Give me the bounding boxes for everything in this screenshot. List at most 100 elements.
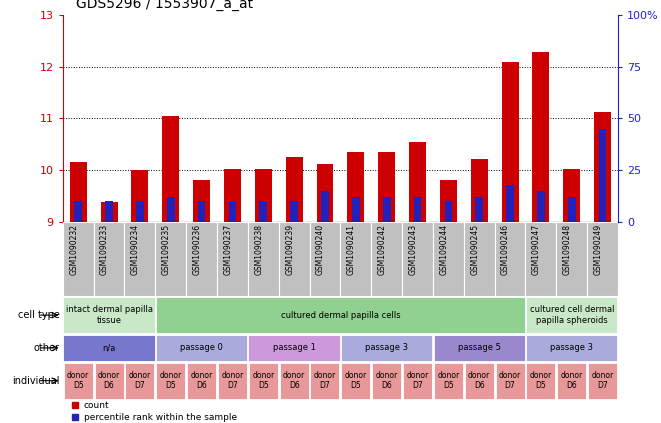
Bar	[70, 162, 87, 222]
Bar	[156, 335, 247, 361]
Bar	[155, 222, 186, 296]
Text: donor
D7: donor D7	[221, 371, 243, 390]
Text: donor
D6: donor D6	[468, 371, 490, 390]
Bar	[167, 197, 175, 222]
Text: donor
D6: donor D6	[98, 371, 120, 390]
Bar	[163, 116, 179, 222]
Bar	[494, 222, 525, 296]
Text: donor
D7: donor D7	[592, 371, 613, 390]
Bar	[217, 222, 248, 296]
Bar	[348, 152, 364, 222]
Text: GSM1090238: GSM1090238	[254, 224, 263, 275]
Bar	[229, 201, 237, 222]
Text: GSM1090241: GSM1090241	[347, 224, 356, 275]
Bar	[126, 363, 155, 398]
Bar	[403, 363, 432, 398]
Bar	[526, 363, 555, 398]
Bar	[100, 202, 118, 222]
Bar	[526, 297, 617, 333]
Bar	[156, 297, 525, 333]
Text: donor
D7: donor D7	[407, 371, 428, 390]
Text: donor
D5: donor D5	[67, 371, 89, 390]
Bar	[557, 363, 586, 398]
Text: donor
D6: donor D6	[375, 371, 398, 390]
Text: GDS5296 / 1553907_a_at: GDS5296 / 1553907_a_at	[76, 0, 253, 11]
Bar	[568, 197, 576, 222]
Text: passage 3: passage 3	[550, 343, 594, 352]
Text: GSM1090246: GSM1090246	[501, 224, 510, 275]
Text: GSM1090232: GSM1090232	[69, 224, 78, 275]
Bar	[496, 363, 525, 398]
Text: GSM1090234: GSM1090234	[131, 224, 140, 275]
Text: donor
D5: donor D5	[345, 371, 367, 390]
Bar	[594, 112, 611, 222]
Bar	[249, 363, 278, 398]
Bar	[372, 363, 401, 398]
Text: passage 1: passage 1	[273, 343, 315, 352]
Bar	[409, 142, 426, 222]
Text: donor
D5: donor D5	[160, 371, 182, 390]
Bar	[290, 201, 298, 222]
Text: GSM1090247: GSM1090247	[532, 224, 541, 275]
Bar	[105, 201, 113, 222]
Text: cultured dermal papilla cells: cultured dermal papilla cells	[281, 310, 400, 320]
Bar	[599, 129, 607, 222]
Bar	[434, 335, 525, 361]
Text: GSM1090240: GSM1090240	[316, 224, 325, 275]
Bar	[433, 222, 464, 296]
Bar	[526, 335, 617, 361]
Bar	[464, 222, 494, 296]
Bar	[74, 201, 82, 222]
Bar	[340, 222, 371, 296]
Bar	[525, 222, 557, 296]
Bar	[445, 201, 452, 222]
Bar	[63, 335, 155, 361]
Text: GSM1090233: GSM1090233	[100, 224, 109, 275]
Bar	[280, 363, 309, 398]
Text: donor
D6: donor D6	[561, 371, 583, 390]
Bar	[341, 363, 370, 398]
Text: donor
D7: donor D7	[129, 371, 151, 390]
Bar	[94, 222, 124, 296]
Text: GSM1090235: GSM1090235	[162, 224, 171, 275]
Bar	[156, 363, 185, 398]
Text: GSM1090243: GSM1090243	[408, 224, 418, 275]
Bar	[321, 191, 329, 222]
Text: individual: individual	[12, 376, 59, 386]
Text: GSM1090242: GSM1090242	[377, 224, 387, 275]
Text: GSM1090239: GSM1090239	[285, 224, 294, 275]
Bar	[434, 363, 463, 398]
Bar	[317, 164, 334, 222]
Text: cell type: cell type	[18, 310, 59, 320]
Text: passage 0: passage 0	[180, 343, 223, 352]
Bar	[186, 222, 217, 296]
Legend: count, percentile rank within the sample: count, percentile rank within the sample	[67, 397, 241, 423]
Bar	[248, 222, 279, 296]
Bar	[187, 363, 216, 398]
Text: donor
D6: donor D6	[283, 371, 305, 390]
Bar	[63, 222, 94, 296]
Text: donor
D5: donor D5	[530, 371, 552, 390]
Bar	[352, 197, 360, 222]
Bar	[414, 197, 422, 222]
Text: n/a: n/a	[102, 343, 116, 352]
Bar	[255, 169, 272, 222]
Bar	[378, 152, 395, 222]
Bar	[249, 335, 340, 361]
Bar	[224, 169, 241, 222]
Bar	[402, 222, 433, 296]
Bar	[371, 222, 402, 296]
Text: GSM1090248: GSM1090248	[563, 224, 572, 275]
Bar	[383, 197, 391, 222]
Bar	[588, 363, 617, 398]
Bar	[502, 63, 519, 222]
Bar	[440, 180, 457, 222]
Text: GSM1090237: GSM1090237	[223, 224, 233, 275]
Bar	[341, 335, 432, 361]
Text: donor
D5: donor D5	[438, 371, 459, 390]
Bar	[259, 201, 267, 222]
Bar	[193, 180, 210, 222]
Bar	[465, 363, 494, 398]
Bar	[537, 191, 545, 222]
Bar	[63, 363, 93, 398]
